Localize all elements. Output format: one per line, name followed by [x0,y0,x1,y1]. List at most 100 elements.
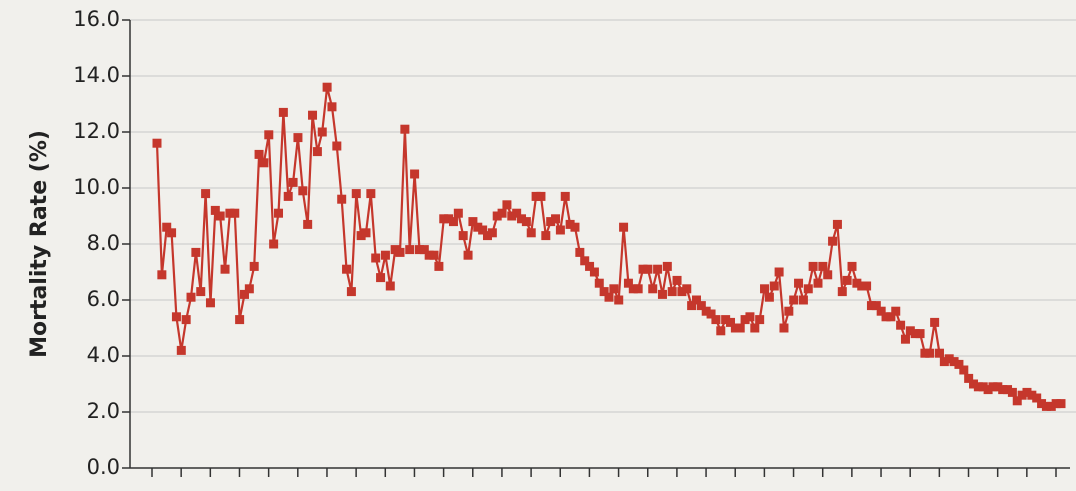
data-point [244,284,254,294]
data-point [969,379,979,389]
data-point [784,306,794,316]
data-point [696,301,706,311]
data-point [794,278,804,288]
data-point [934,348,944,358]
data-point [215,211,225,221]
data-point [322,82,332,92]
data-point [575,247,585,257]
data-point [419,245,429,255]
data-point [886,312,896,322]
y-axis-label: Mortality Rate (%) [27,130,52,358]
data-point [769,281,779,291]
data-point [482,231,492,241]
data-point [857,281,867,291]
data-point [803,284,813,294]
data-point [954,359,964,369]
y-tick-label: 6.0 [87,287,120,311]
data-point [915,329,925,339]
data-point [730,323,740,333]
data-point [278,107,288,117]
data-point [181,315,191,325]
data-point [351,189,361,199]
data-point [881,312,891,322]
data-point [580,256,590,266]
data-point [468,217,478,227]
data-point [424,250,434,260]
data-point [871,301,881,311]
data-point [239,289,249,299]
data-point [818,261,828,271]
data-point [764,292,774,302]
data-point [944,354,954,364]
data-point [225,208,235,218]
data-point [798,295,808,305]
data-point [254,149,264,159]
data-point [677,287,687,297]
data-point [925,348,935,358]
data-point [541,231,551,241]
data-point [560,191,570,201]
y-tick-label: 16.0 [73,7,120,31]
data-point [599,287,609,297]
data-point [866,301,876,311]
data-point [167,228,177,238]
data-point [220,264,230,274]
data-point [210,205,220,215]
data-point [444,214,454,224]
data-point [487,228,497,238]
data-point [230,208,240,218]
data-point [171,312,181,322]
data-point [760,284,770,294]
data-point [448,217,458,227]
data-point [983,385,993,395]
data-point [682,284,692,294]
data-point [594,278,604,288]
data-point [502,200,512,210]
data-point [453,208,463,218]
data-point [609,284,619,294]
data-point [332,141,342,151]
y-tick-label: 2.0 [87,399,120,423]
data-point [1051,399,1061,409]
data-point [1041,401,1051,411]
data-point [1037,399,1047,409]
data-point [789,295,799,305]
data-point [745,312,755,322]
data-point [371,253,381,263]
data-point [191,247,201,257]
data-point [978,382,988,392]
data-point [585,261,595,271]
data-point [653,264,663,274]
data-point [973,382,983,392]
data-point [910,329,920,339]
data-point [517,214,527,224]
data-point [716,326,726,336]
data-point [565,219,575,229]
data-point [862,281,872,291]
data-point [1007,387,1017,397]
data-point [1032,393,1042,403]
data-point [896,320,906,330]
data-point [205,298,215,308]
data-point [342,264,352,274]
data-point [614,295,624,305]
data-point [988,382,998,392]
data-point [395,247,405,257]
data-point [589,267,599,277]
data-point [346,287,356,297]
data-point [633,284,643,294]
data-point [400,124,410,134]
data-point [1056,399,1066,409]
data-point [186,292,196,302]
data-point [337,194,347,204]
data-point [361,228,371,238]
data-point [740,315,750,325]
data-point [356,231,366,241]
data-point [657,289,667,299]
data-point [604,292,614,302]
data-point [531,191,541,201]
data-point [964,373,974,383]
data-point [312,147,322,157]
data-point [201,189,211,199]
